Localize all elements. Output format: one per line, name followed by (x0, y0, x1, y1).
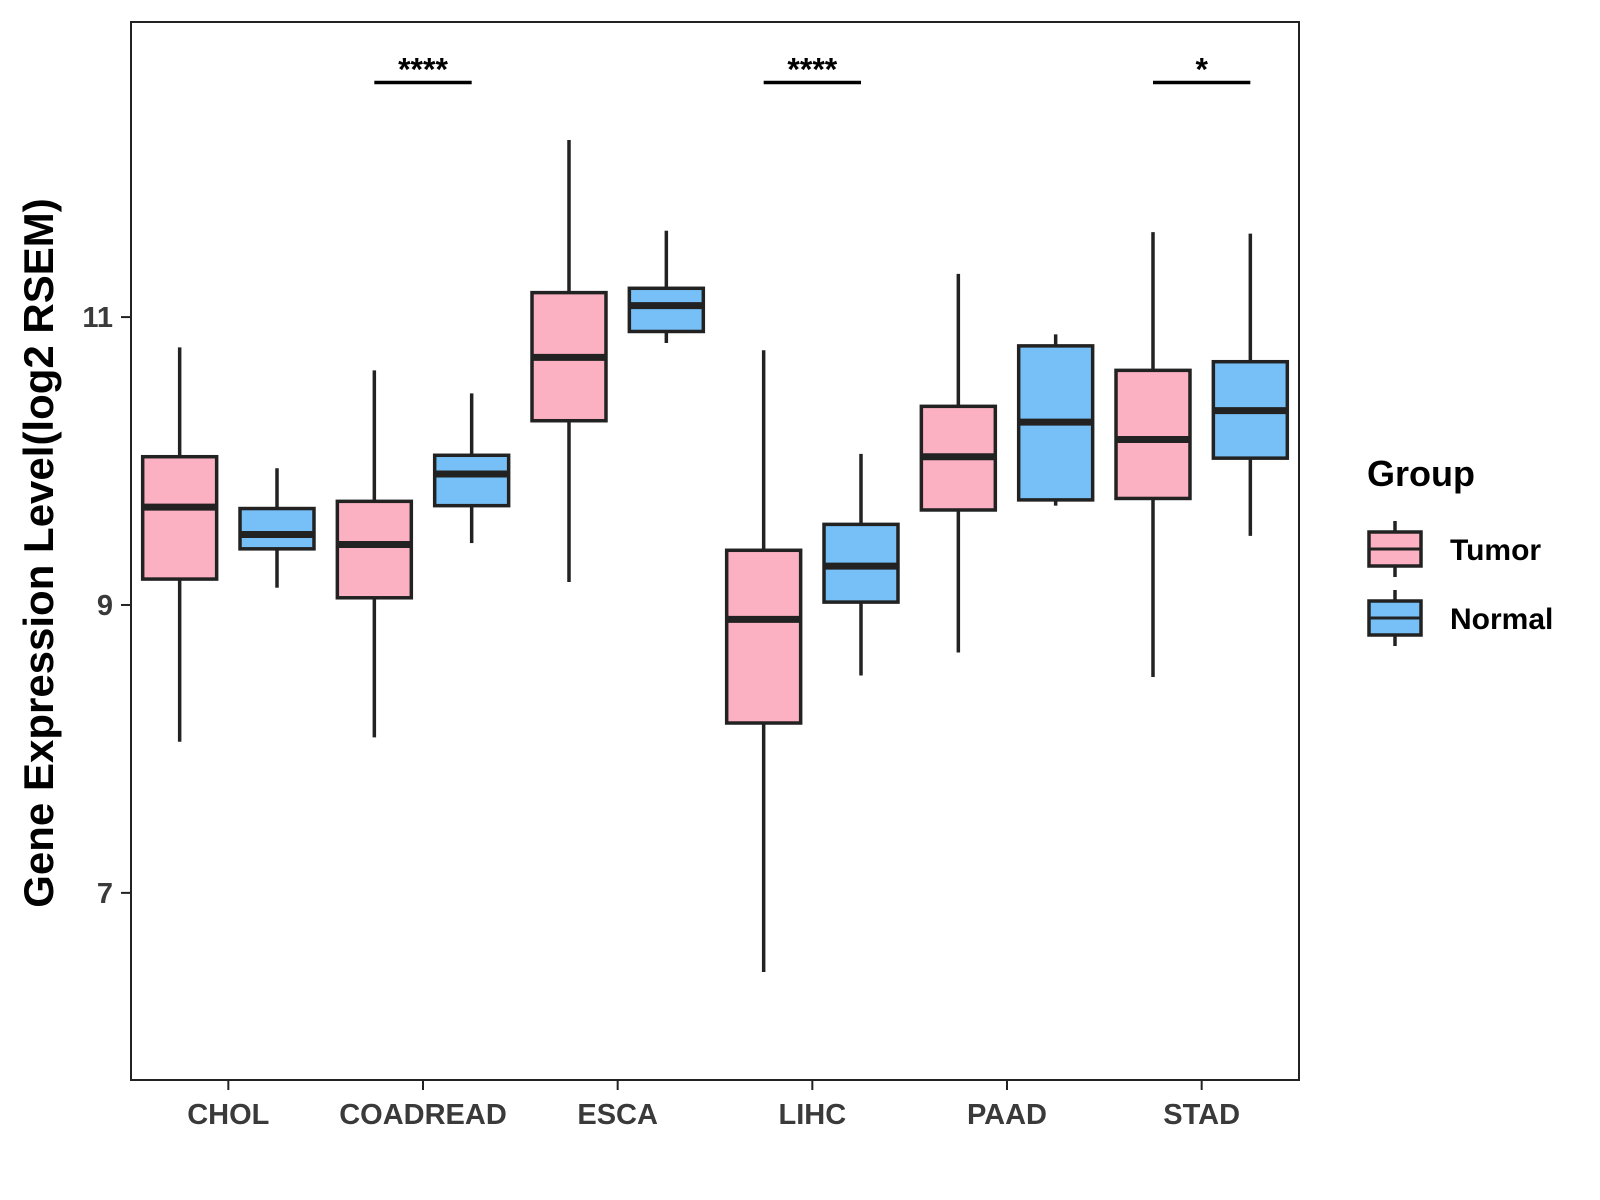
box-tumor-stad (1114, 232, 1192, 677)
x-tick-label-stad: STAD (1163, 1099, 1240, 1131)
box-iqr (724, 548, 803, 725)
box-series (140, 140, 1290, 973)
x-tick-label-esca: ESCA (577, 1099, 658, 1131)
y-axis-ticks: 7 9 11 (82, 302, 131, 910)
legend: Group Tumor Normal (1367, 453, 1553, 646)
box-iqr (627, 286, 706, 334)
legend-item-normal: Normal (1367, 590, 1553, 646)
x-axis-ticks: CHOL COADREAD ESCA LIHC PAAD STAD (187, 1080, 1240, 1131)
box-tumor-paad (919, 273, 998, 653)
plot-panel (130, 21, 1300, 1081)
significance-label: **** (398, 51, 448, 87)
y-tick-label: 11 (82, 302, 113, 334)
box-normal-chol (238, 468, 316, 588)
legend-label: Tumor (1450, 534, 1541, 567)
box-iqr (140, 454, 219, 581)
box-iqr (432, 453, 511, 508)
significance-label: * (1195, 51, 1208, 87)
legend-label: Normal (1450, 603, 1553, 636)
x-tick-label-lihc: LIHC (778, 1099, 846, 1131)
box-normal-lihc (822, 453, 900, 676)
legend-title: Group (1367, 453, 1475, 494)
x-tick-label-paad: PAAD (967, 1099, 1047, 1131)
box-iqr (335, 499, 414, 600)
box-tumor-coadread (335, 370, 414, 738)
y-tick-label: 9 (97, 590, 113, 622)
legend-item-tumor: Tumor (1367, 521, 1541, 577)
box-normal-esca (627, 230, 706, 343)
significance-annotations: **** **** * (374, 51, 1251, 87)
box-iqr (238, 506, 316, 551)
y-axis-title: Gene Expression Level(log2 RSEM) (15, 198, 62, 908)
x-tick-label-chol: CHOL (187, 1099, 269, 1131)
box-tumor-chol (140, 347, 219, 742)
box-normal-coadread (432, 393, 511, 544)
significance-label: **** (787, 51, 837, 87)
box-normal-stad (1211, 233, 1290, 536)
box-tumor-esca (530, 140, 608, 582)
box-iqr (1114, 368, 1192, 501)
box-normal-paad (1016, 334, 1095, 506)
box-tumor-lihc (724, 350, 803, 973)
x-tick-label-coadread: COADREAD (339, 1099, 507, 1131)
y-tick-label: 7 (97, 878, 113, 910)
